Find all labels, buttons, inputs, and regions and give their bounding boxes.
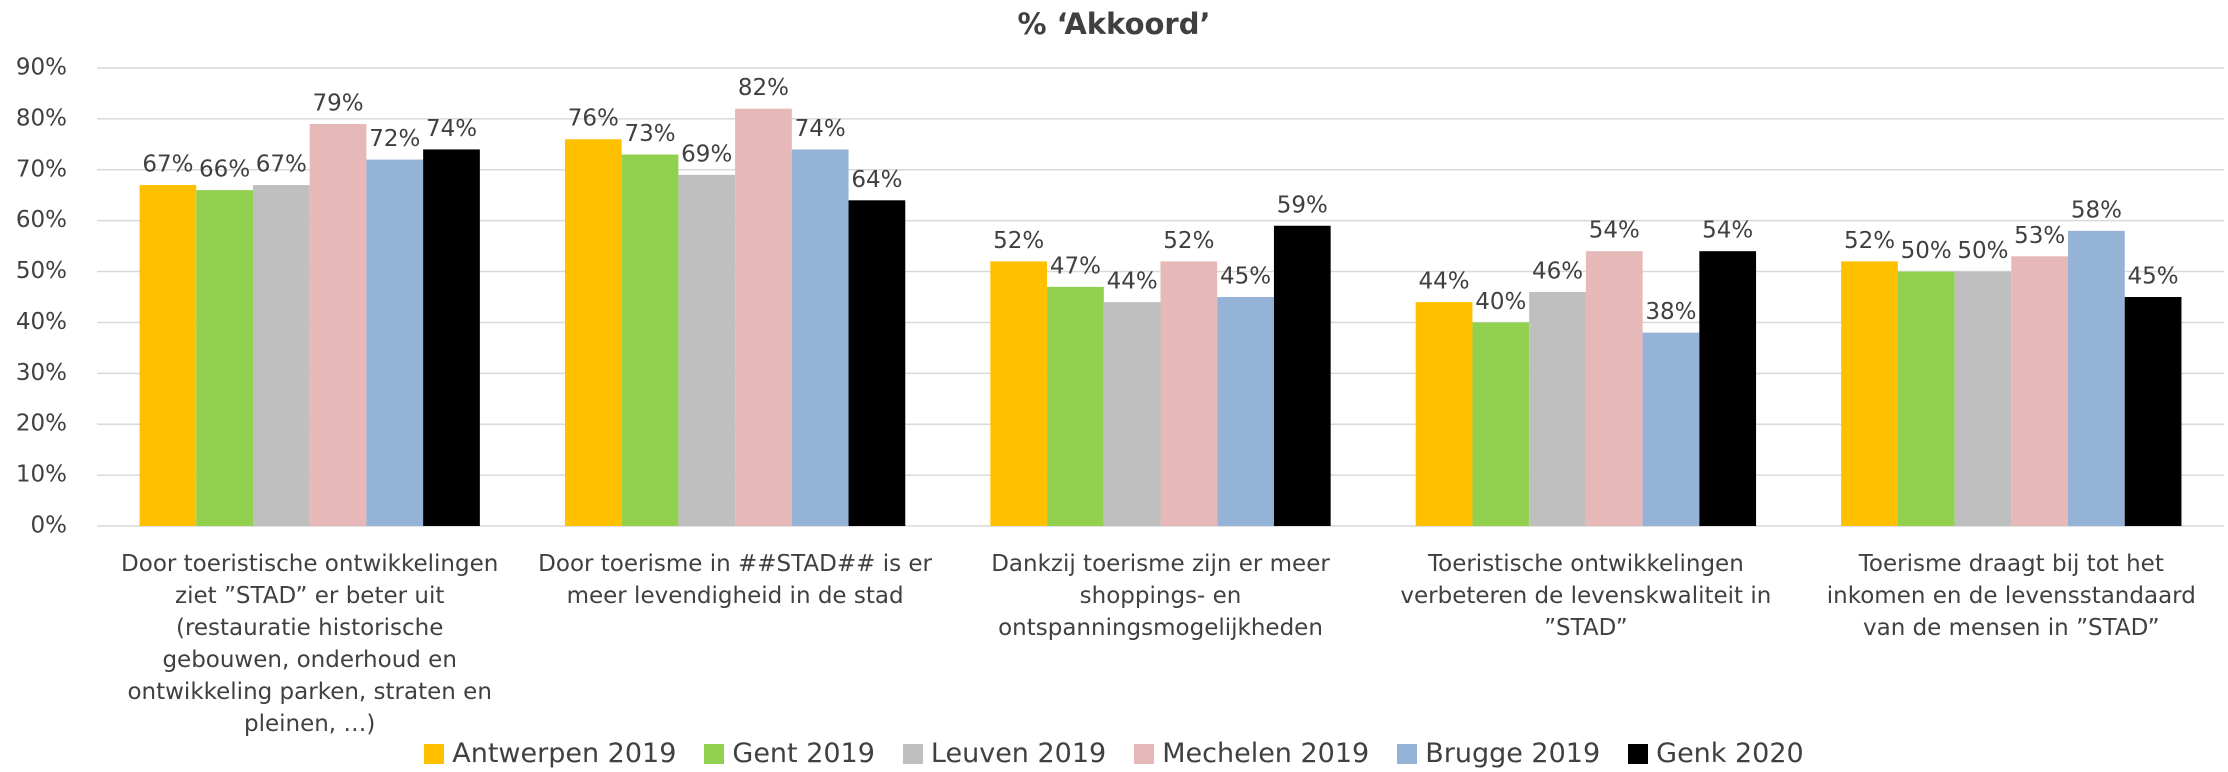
y-tick-label: 90% — [16, 55, 67, 81]
bar — [1160, 261, 1218, 526]
y-tick-label: 20% — [16, 411, 67, 437]
bar — [1472, 322, 1530, 526]
legend-swatch — [1397, 743, 1418, 764]
data-label: 53% — [2014, 223, 2065, 249]
bar — [252, 185, 310, 527]
x-tick-label: Door toeristische ontwikkelingen ziet ”S… — [121, 551, 499, 737]
data-label: 38% — [1645, 299, 1696, 325]
data-label: 66% — [199, 157, 250, 183]
chart-title: % ‘Akkoord’ — [1017, 7, 1210, 41]
legend-swatch — [1134, 743, 1155, 764]
x-tick-label: Toerisme draagt bij tot het inkomen en d… — [1826, 551, 2196, 641]
y-tick-label: 10% — [16, 462, 67, 488]
legend-item: Antwerpen 2019 — [424, 738, 676, 769]
x-tick-label: Door toerisme in ##STAD## is er meer lev… — [538, 551, 933, 609]
bar — [1699, 251, 1757, 526]
data-label: 52% — [1844, 228, 1895, 254]
bar — [1585, 251, 1643, 526]
data-label: 73% — [624, 121, 675, 147]
bar — [423, 149, 480, 526]
legend-label: Brugge 2019 — [1425, 738, 1601, 769]
data-label: 79% — [312, 90, 363, 116]
bar — [678, 174, 736, 526]
bar — [564, 139, 622, 526]
y-tick-label: 50% — [16, 258, 67, 284]
data-label: 52% — [1163, 228, 1214, 254]
bar — [366, 159, 424, 526]
data-label: 50% — [1901, 238, 1952, 264]
data-label: 46% — [1532, 258, 1583, 284]
bar — [848, 200, 906, 527]
legend-item: Mechelen 2019 — [1134, 738, 1369, 769]
legend-item: Gent 2019 — [704, 738, 875, 769]
bar — [1841, 261, 1898, 526]
bar — [2011, 256, 2069, 526]
legend-label: Gent 2019 — [732, 738, 875, 769]
data-label: 52% — [993, 228, 1044, 254]
bar — [196, 190, 253, 526]
y-tick-label: 80% — [16, 105, 67, 131]
bar — [1047, 286, 1104, 526]
data-label: 44% — [1419, 269, 1470, 295]
data-label: 44% — [1107, 269, 1158, 295]
y-tick-label: 60% — [16, 207, 67, 233]
bar — [1954, 271, 2012, 526]
data-label: 45% — [1220, 264, 1271, 290]
data-label: 74% — [795, 116, 846, 142]
data-label: 54% — [1589, 218, 1640, 244]
data-label: 67% — [256, 152, 307, 178]
bar — [309, 123, 367, 526]
legend-label: Leuven 2019 — [930, 738, 1107, 769]
data-label: 45% — [2128, 264, 2179, 290]
data-label: 76% — [568, 106, 619, 132]
data-label: 50% — [1957, 238, 2008, 264]
data-label: 47% — [1050, 253, 1101, 279]
bar — [791, 149, 849, 526]
legend-label: Genk 2020 — [1656, 738, 1804, 769]
legend-swatch — [424, 743, 445, 764]
bar — [1415, 302, 1473, 526]
bar — [1273, 225, 1331, 526]
data-label: 40% — [1475, 289, 1526, 315]
y-tick-label: 70% — [16, 156, 67, 182]
legend-swatch — [1628, 743, 1649, 764]
bar — [1897, 271, 1955, 526]
legend-swatch — [704, 743, 725, 764]
bar — [1217, 297, 1274, 526]
legend-item: Leuven 2019 — [902, 738, 1107, 769]
bar — [2068, 230, 2125, 526]
legend-label: Antwerpen 2019 — [452, 738, 677, 769]
bar — [2124, 297, 2182, 526]
data-label: 74% — [426, 116, 477, 142]
y-tick-label: 0% — [31, 513, 68, 539]
data-label: 64% — [851, 167, 902, 193]
bar — [139, 185, 197, 527]
data-label: 59% — [1277, 192, 1328, 218]
bar — [990, 261, 1048, 526]
data-label: 54% — [1702, 218, 1753, 244]
bar — [735, 108, 792, 526]
data-label: 67% — [142, 152, 193, 178]
x-tick-label: Dankzij toerisme zijn er meer shoppings-… — [991, 551, 1330, 641]
legend-label: Mechelen 2019 — [1162, 738, 1370, 769]
data-label: 82% — [738, 75, 789, 101]
y-tick-label: 30% — [16, 360, 67, 386]
legend-swatch — [902, 743, 923, 764]
bar — [1103, 302, 1161, 526]
data-label: 69% — [681, 141, 732, 167]
x-tick-label: Toeristische ontwikkelingen verbeteren d… — [1400, 551, 1772, 641]
bar — [621, 154, 679, 526]
bar — [1529, 291, 1586, 526]
y-tick-label: 40% — [16, 309, 67, 335]
bar — [1642, 332, 1700, 526]
data-label: 72% — [369, 126, 420, 152]
legend-item: Brugge 2019 — [1397, 738, 1600, 769]
legend: Antwerpen 2019 Gent 2019 Leuven 2019 Mechel… — [0, 738, 2228, 769]
legend-item: Genk 2020 — [1628, 738, 1804, 769]
data-label: 58% — [2071, 197, 2122, 223]
